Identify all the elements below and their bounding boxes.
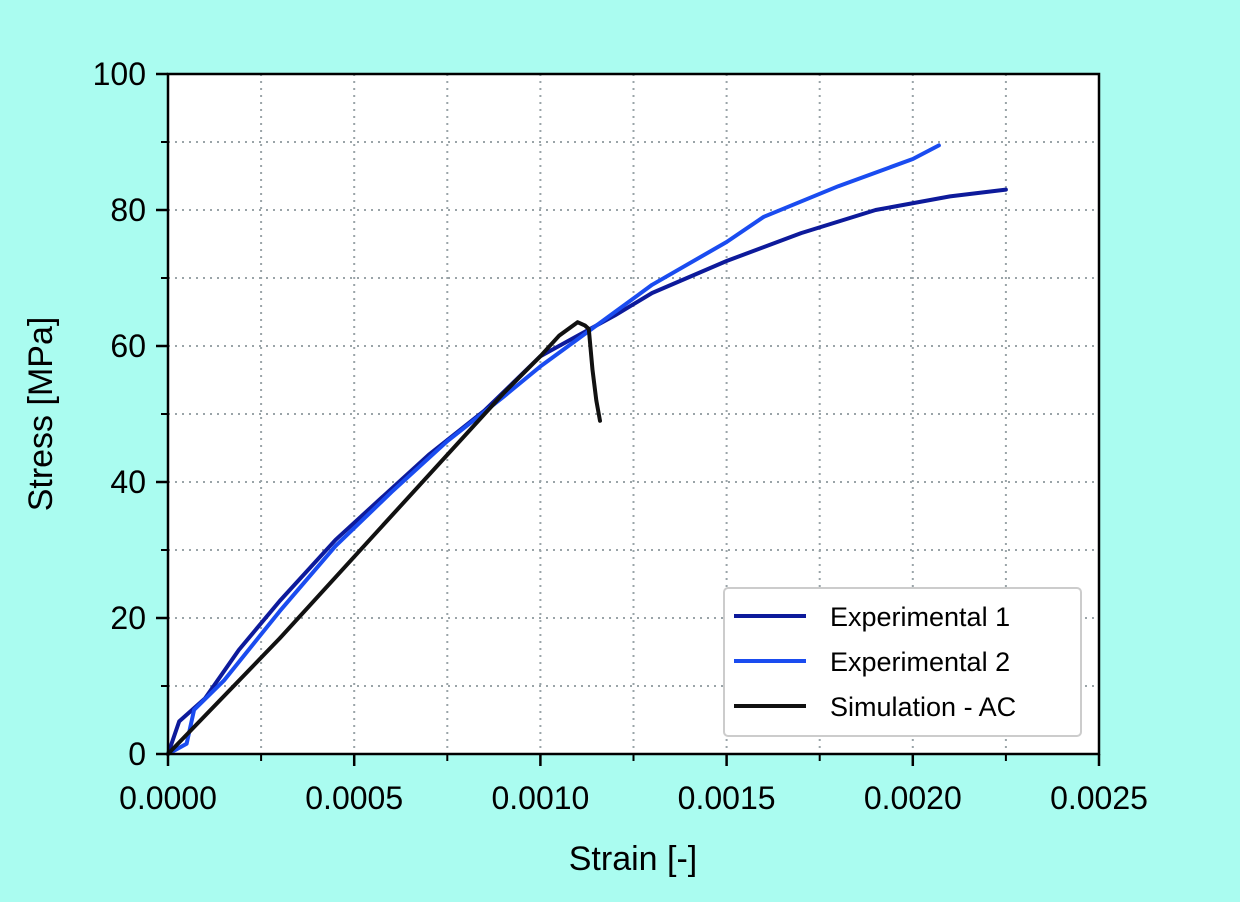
series-lines — [166, 143, 1008, 756]
y-tick-label: 40 — [110, 464, 146, 500]
x-axis-label: Strain [-] — [569, 840, 697, 878]
x-tick-label: 0.0020 — [864, 780, 962, 816]
x-tick-label: 0.0015 — [678, 780, 776, 816]
legend-label: Experimental 2 — [830, 647, 1010, 677]
y-tick-label: 0 — [128, 736, 146, 772]
legend: Experimental 1 Experimental 2 Simulation -… — [723, 587, 1082, 737]
x-tick-label: 0.0000 — [119, 780, 217, 816]
axis-ticks: 0.0000 0.0005 0.0010 0.0015 0.0020 0.0025 0 20 4… — [93, 56, 1148, 816]
y-tick-label: 20 — [110, 600, 146, 636]
legend-label: Experimental 1 — [830, 602, 1010, 632]
series-line-3 — [166, 320, 602, 756]
y-tick-label: 80 — [110, 192, 146, 228]
x-tick-label: 0.0010 — [491, 780, 589, 816]
series-line-2 — [166, 143, 941, 756]
legend-label: Simulation - AC — [830, 692, 1016, 722]
y-tick-label: 60 — [110, 328, 146, 364]
x-tick-label: 0.0005 — [305, 780, 403, 816]
x-tick-label: 0.0025 — [1050, 780, 1148, 816]
y-tick-label: 100 — [93, 56, 146, 92]
legend-box — [723, 587, 1082, 737]
y-axis-label: Stress [MPa] — [22, 317, 60, 512]
